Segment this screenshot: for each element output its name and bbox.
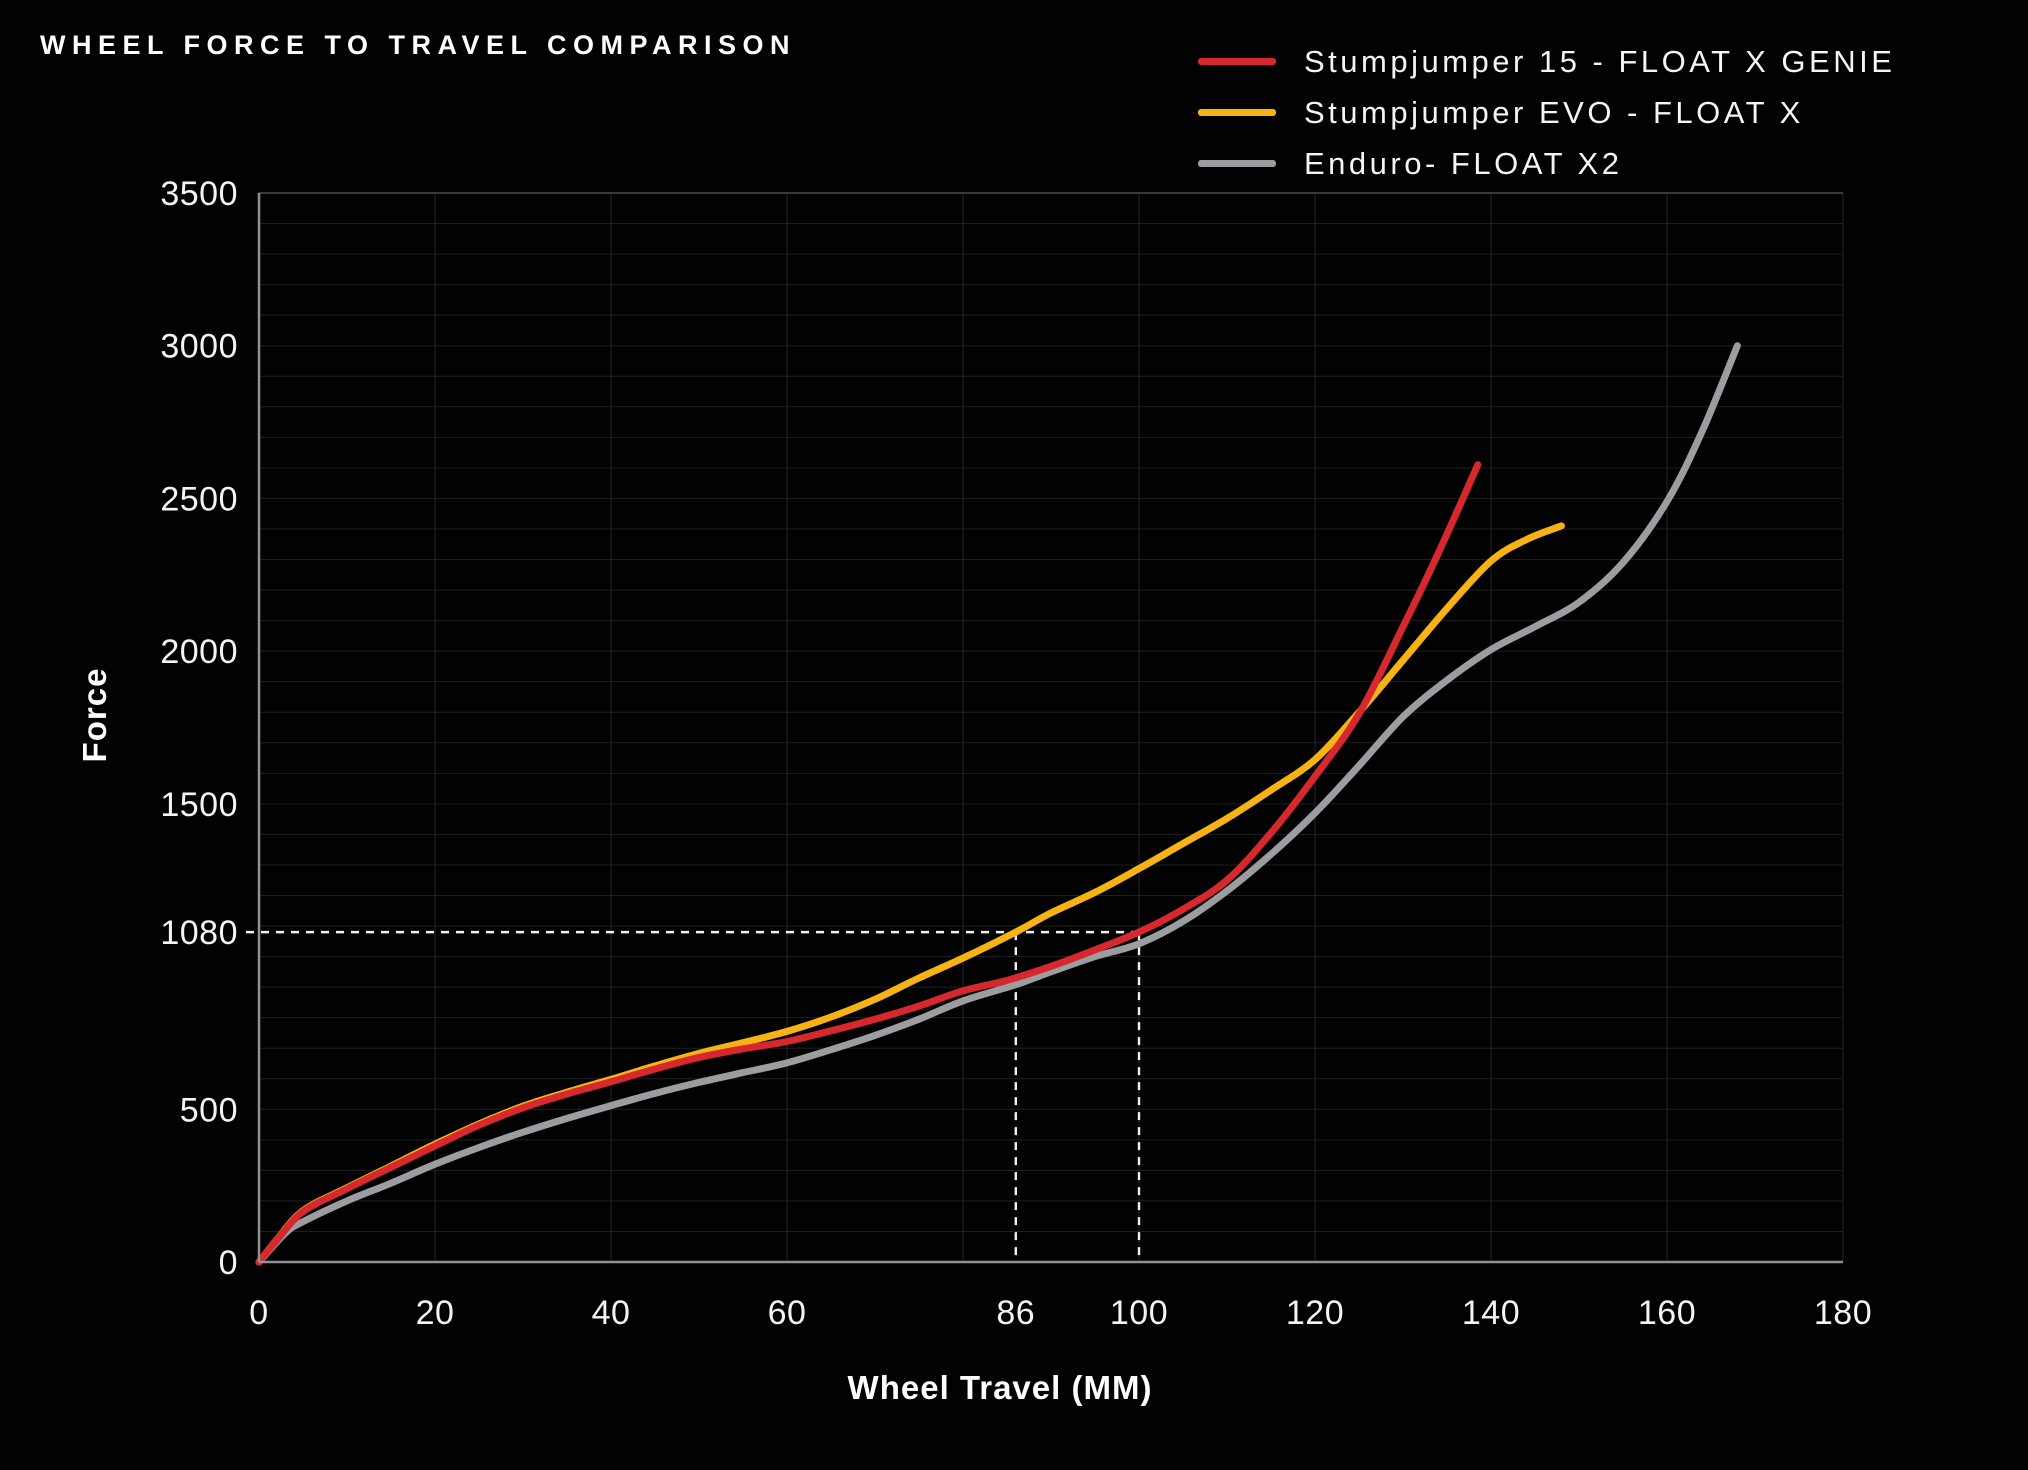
- legend-item-stumpjumper-evo: Stumpjumper EVO - FLOAT X: [1198, 87, 1895, 138]
- legend: Stumpjumper 15 - FLOAT X GENIE Stumpjump…: [1198, 36, 1895, 189]
- legend-label: Stumpjumper 15 - FLOAT X GENIE: [1304, 43, 1896, 79]
- series-line-stumpjumper-15-float-x-genie: [255, 461, 1482, 1266]
- series-line-stumpjumper-evo-float-x: [255, 522, 1565, 1266]
- series-line-enduro-float-x2: [255, 342, 1741, 1266]
- series-layer: [255, 342, 1741, 1266]
- legend-swatch-gray-line: [1198, 160, 1276, 167]
- x-tick-label-20: 20: [416, 1294, 455, 1332]
- y-tick-label-2500: 2500: [160, 480, 238, 518]
- dashed-annotation-layer: [246, 930, 1141, 1262]
- y-tick-label-3000: 3000: [160, 328, 238, 366]
- y-tick-label-3500: 3500: [160, 175, 238, 213]
- axis-layer: [257, 193, 1843, 1264]
- legend-label: Enduro- FLOAT X2: [1304, 145, 1623, 181]
- x-tick-label-120: 120: [1286, 1294, 1344, 1332]
- legend-label: Stumpjumper EVO - FLOAT X: [1304, 94, 1804, 130]
- x-tick-label-180: 180: [1814, 1294, 1872, 1332]
- grid-layer: [259, 192, 1844, 1262]
- tick-labels-layer: 0 500 1080 1500 2000 2500 3000 3500 0 20 40 60 86 100…: [160, 175, 1872, 1332]
- x-tick-label-86: 86: [996, 1294, 1035, 1332]
- x-tick-label-60: 60: [768, 1294, 807, 1332]
- x-tick-label-140: 140: [1462, 1294, 1520, 1332]
- x-axis-title: Wheel Travel (MM): [847, 1369, 1153, 1406]
- x-tick-label-40: 40: [592, 1294, 631, 1332]
- y-tick-label-1080: 1080: [160, 914, 238, 952]
- y-tick-label-500: 500: [180, 1091, 238, 1129]
- x-tick-label-100: 100: [1110, 1294, 1168, 1332]
- y-tick-label-0: 0: [219, 1244, 238, 1282]
- legend-swatch-yellow-line: [1198, 109, 1276, 116]
- y-tick-label-2000: 2000: [160, 633, 238, 671]
- chart-title: WHEEL FORCE TO TRAVEL COMPARISON: [40, 30, 797, 60]
- y-tick-label-1500: 1500: [160, 786, 238, 824]
- x-tick-label-160: 160: [1638, 1294, 1696, 1332]
- x-tick-label-0: 0: [249, 1294, 268, 1332]
- legend-swatch-red-line: [1198, 58, 1276, 65]
- legend-item-stumpjumper-15: Stumpjumper 15 - FLOAT X GENIE: [1198, 36, 1895, 87]
- legend-item-enduro: Enduro- FLOAT X2: [1198, 138, 1895, 189]
